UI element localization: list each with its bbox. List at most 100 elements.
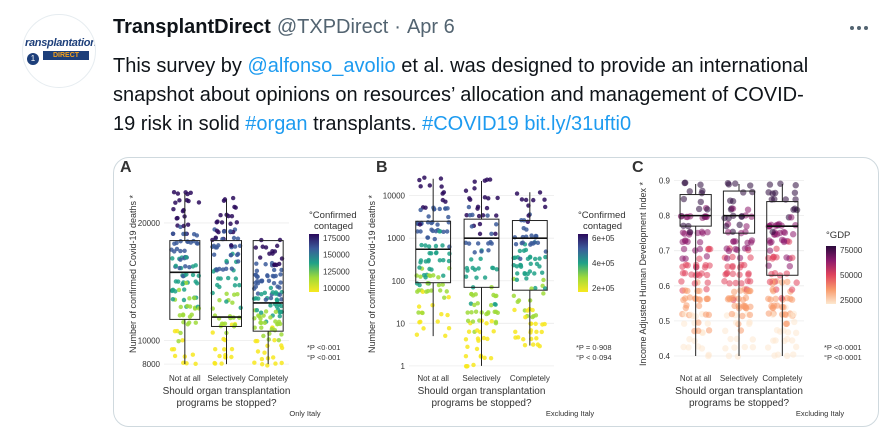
data-point (214, 220, 219, 225)
data-point (485, 336, 490, 342)
data-point (772, 295, 779, 303)
data-point (791, 189, 799, 196)
data-point (469, 291, 474, 297)
data-point (237, 282, 242, 288)
data-point (189, 312, 194, 317)
data-point (172, 353, 178, 359)
data-point (531, 197, 536, 203)
data-point (487, 177, 493, 182)
data-point (478, 353, 484, 359)
data-point (680, 245, 688, 253)
x-tick-label: Selectively (207, 374, 245, 383)
data-point (766, 247, 774, 254)
data-point (229, 266, 235, 271)
data-point (182, 287, 187, 292)
data-point (472, 179, 477, 184)
data-point (277, 237, 283, 243)
data-point (418, 274, 423, 279)
data-point (254, 261, 259, 266)
data-point (262, 350, 267, 355)
data-point (732, 238, 739, 245)
data-point (468, 301, 474, 306)
data-point (441, 273, 446, 278)
hashtag-organ-link[interactable]: #organ (245, 113, 308, 135)
box-iqr (415, 220, 452, 284)
data-point (234, 252, 240, 258)
data-point (747, 239, 755, 246)
tweet-date[interactable]: Apr 6 (406, 16, 455, 38)
data-point (523, 315, 528, 320)
data-point (749, 188, 756, 196)
data-point (185, 222, 191, 227)
avatar[interactable]: ransplantation 1 DIRECT (22, 14, 96, 88)
data-point (520, 240, 526, 245)
data-point (488, 303, 494, 308)
data-point (232, 283, 238, 288)
data-point (279, 297, 284, 302)
data-point (687, 311, 694, 318)
data-point (769, 228, 776, 236)
data-point (469, 224, 475, 229)
data-point (517, 248, 523, 254)
data-point (229, 243, 234, 248)
data-point (528, 321, 533, 326)
data-point (469, 310, 474, 315)
data-point (494, 267, 499, 272)
data-point (780, 327, 787, 334)
data-point (224, 258, 229, 264)
y-axis-label: Number of confirmed Covid-19 deaths * (367, 194, 377, 353)
short-url-link[interactable]: bit.ly/31ufti0 (524, 113, 632, 135)
data-point (737, 287, 744, 294)
data-point (472, 250, 477, 255)
data-point (542, 286, 548, 291)
data-point (271, 280, 277, 286)
data-point (274, 297, 280, 302)
data-point (679, 263, 686, 270)
data-point (258, 278, 264, 284)
data-point (789, 254, 796, 261)
data-point (475, 204, 481, 209)
data-point (222, 347, 227, 352)
data-point (429, 227, 434, 232)
data-point (193, 320, 198, 325)
data-point (703, 286, 710, 293)
data-point (225, 275, 231, 281)
data-point (740, 189, 747, 196)
mention-link[interactable]: @alfonso_avolio (247, 55, 396, 77)
legend-colorbar (826, 246, 836, 304)
data-point (178, 330, 183, 336)
data-point (417, 177, 422, 183)
data-point (228, 252, 234, 258)
more-options-icon[interactable] (847, 18, 871, 38)
handle[interactable]: @TXPDirect (276, 16, 389, 38)
data-point (792, 343, 800, 351)
data-point (522, 271, 527, 276)
data-point (682, 179, 689, 186)
box-iqr (511, 220, 548, 291)
data-point (788, 214, 795, 221)
panel-footnote: Only Italy (289, 409, 321, 418)
hashtag-covid19-link[interactable]: #COVID19 (422, 113, 519, 135)
data-point (259, 325, 264, 330)
data-point (170, 297, 176, 302)
x-tick-label: Completely (762, 374, 802, 383)
data-point (723, 255, 731, 262)
data-point (446, 214, 451, 220)
tweet-media-image[interactable]: 20000 10000 8000 A Number of confirmed Covid… (113, 157, 879, 427)
data-point (486, 310, 491, 315)
data-point (747, 254, 754, 261)
data-point (783, 270, 791, 277)
data-point (518, 256, 523, 262)
data-point (684, 262, 691, 269)
data-point (272, 327, 278, 333)
data-point (701, 213, 709, 220)
data-point (221, 198, 227, 203)
data-point (437, 206, 442, 212)
x-tick-label: Selectively (720, 374, 758, 383)
display-name[interactable]: TransplantDirect (113, 16, 271, 38)
data-point (516, 298, 522, 303)
data-point (258, 310, 264, 315)
data-point (723, 312, 731, 319)
data-point (686, 188, 693, 195)
data-point (534, 336, 539, 341)
